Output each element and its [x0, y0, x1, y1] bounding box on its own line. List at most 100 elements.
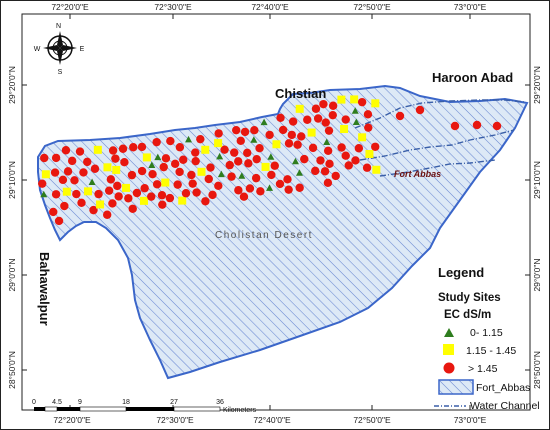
site-marker-high — [324, 126, 334, 135]
site-marker-low — [295, 169, 303, 176]
site-marker-high — [113, 181, 122, 191]
site-marker-mid — [337, 95, 346, 104]
bahawalpur-label: Bahawalpur — [37, 252, 52, 326]
site-marker-high — [192, 188, 201, 197]
site-marker-high — [415, 105, 425, 115]
compass-s-label: S — [58, 69, 63, 76]
site-marker-mid — [161, 178, 170, 187]
left-tick-label: 29°0'0"N — [7, 258, 17, 291]
site-marker-high — [106, 175, 116, 184]
compass-w-label: W — [34, 46, 41, 53]
site-marker-high — [181, 189, 191, 198]
site-marker-high — [357, 97, 367, 107]
bottom-tick-label: 72°50'0"E — [353, 415, 391, 425]
site-marker-mid — [261, 162, 270, 171]
site-marker-high — [328, 101, 338, 110]
site-marker-high — [127, 170, 137, 180]
site-marker-high — [234, 157, 243, 166]
water-channel-line — [354, 99, 526, 129]
triangle-icon — [444, 328, 454, 337]
site-marker-high — [72, 189, 81, 199]
left-tick-label: 29°10'0"N — [7, 161, 17, 199]
fort-abbas-label: Fort Abbas — [394, 169, 441, 179]
bottom-tick-label: 72°40'0"E — [253, 415, 291, 425]
site-marker-mid — [214, 139, 223, 148]
site-marker-high — [188, 179, 197, 188]
site-marker-high — [89, 205, 98, 215]
site-marker-high — [450, 121, 460, 131]
site-marker-high — [67, 156, 77, 166]
legend-title: Legend — [438, 265, 484, 280]
top-tick-label: 72°50'0"E — [353, 2, 391, 12]
site-marker-high — [166, 136, 175, 146]
site-marker-high — [251, 173, 261, 183]
site-marker-high — [331, 171, 340, 181]
site-marker-high — [395, 111, 405, 121]
site-marker-low — [267, 153, 275, 160]
site-marker-high — [250, 125, 259, 135]
site-marker-mid — [350, 95, 359, 104]
site-marker-high — [38, 179, 47, 188]
site-marker-high — [61, 146, 71, 155]
haroon-abad-label: Haroon Abad — [432, 70, 513, 85]
north-arrow-icon: N S E W — [34, 23, 85, 76]
site-marker-high — [284, 139, 294, 148]
top-tick-label: 72°30'0"E — [154, 2, 192, 12]
site-marker-high — [243, 148, 252, 158]
site-marker-high — [152, 180, 162, 189]
site-marker-high — [308, 143, 318, 153]
water-channel-line — [379, 159, 496, 177]
site-marker-high — [265, 130, 274, 140]
site-marker-mid — [365, 149, 374, 158]
site-marker-high — [120, 158, 129, 167]
site-marker-high — [252, 154, 261, 164]
site-marker-high — [323, 146, 333, 155]
scale-unit-label: Kilometers — [223, 407, 257, 414]
site-marker-high — [297, 132, 306, 141]
site-marker-mid — [372, 165, 381, 174]
site-marker-low — [351, 107, 359, 114]
site-marker-high — [267, 170, 276, 180]
left-tick-label: 29°20'0"N — [7, 66, 17, 104]
site-marker-high — [311, 104, 321, 113]
legend-ec-title: EC dS/m — [444, 309, 491, 321]
site-marker-high — [288, 117, 298, 126]
site-marker-high — [94, 189, 103, 199]
site-marker-high — [49, 207, 58, 217]
site-marker-mid — [62, 187, 71, 196]
site-marker-high — [51, 190, 61, 199]
chistian-label: Chistian — [275, 86, 326, 101]
site-marker-low — [352, 118, 360, 126]
legend-item-label: > 1.45 — [468, 363, 498, 375]
scale-tick-label: 27 — [170, 399, 178, 406]
site-marker-high — [102, 210, 112, 219]
water-channels — [354, 99, 526, 177]
site-marker-mid — [295, 104, 304, 113]
site-marker-high — [77, 198, 86, 207]
scale-tick-label: 0 — [32, 399, 36, 406]
site-marker-high — [323, 178, 333, 188]
site-marker-high — [132, 188, 142, 198]
scale-tick-label: 18 — [122, 399, 130, 406]
site-marker-low — [40, 190, 48, 198]
site-marker-mid — [96, 200, 105, 209]
site-marker-high — [275, 179, 285, 189]
site-marker-high — [245, 184, 255, 193]
site-marker-high — [240, 127, 250, 137]
site-marker-high — [170, 159, 180, 169]
site-marker-high — [319, 99, 328, 109]
site-marker-mid — [142, 153, 151, 162]
bottom-tick-label: 72°20'0"E — [53, 415, 91, 425]
site-marker-low — [148, 161, 156, 169]
site-marker-high — [128, 204, 137, 213]
site-marker-high — [204, 174, 213, 184]
top-tick-label: 72°20'0"E — [51, 2, 89, 12]
site-marker-high — [284, 185, 293, 194]
site-marker-high — [363, 110, 373, 119]
square-icon — [443, 344, 454, 355]
site-marker-mid — [307, 128, 316, 137]
site-marker-high — [50, 168, 60, 177]
top-coordinate-labels: 72°20'0"E 72°30'0"E 72°40'0"E 72°50'0"E … — [51, 2, 486, 12]
site-marker-high — [63, 167, 73, 176]
